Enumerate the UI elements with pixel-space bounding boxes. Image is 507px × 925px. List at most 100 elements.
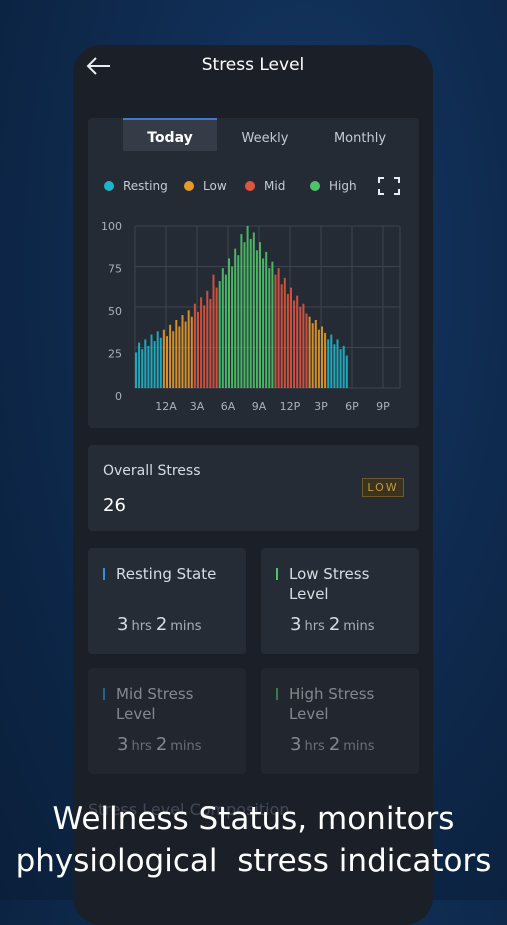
chart: Today Weekly Monthly Resting Low Mid High 0 25 50… [101, 118, 401, 413]
bar [212, 274, 215, 388]
bar [330, 334, 333, 388]
bar [193, 303, 196, 388]
caption: Wellness Status, monitors physiological s… [0, 798, 507, 882]
tab-label: Today [147, 130, 192, 146]
bar [197, 311, 199, 388]
bar [259, 242, 261, 388]
bar [302, 303, 305, 388]
x-tick-label: 9P [376, 400, 390, 413]
card-duration: 3 hrs 2 mins [290, 614, 375, 635]
bar [144, 339, 147, 388]
back-arrow[interactable] [86, 56, 112, 76]
card-duration: 3 hrs 2 mins [290, 734, 375, 755]
stat-card: Resting State 3 hrs 2 mins [88, 548, 246, 654]
bar [274, 274, 277, 388]
hours-value: 3 [290, 614, 302, 635]
bar [290, 287, 292, 388]
bar [181, 315, 184, 388]
legend-dot [245, 181, 255, 191]
bar [200, 297, 203, 388]
hours-unit: hrs [304, 619, 325, 634]
legend-label: Mid [264, 179, 285, 193]
bar [138, 342, 141, 388]
x-tick-label: 3P [314, 400, 328, 413]
legend-dot [310, 181, 320, 191]
card-icon [103, 688, 105, 700]
expand-icon[interactable] [378, 177, 400, 195]
active-tab[interactable] [123, 118, 217, 151]
bar [314, 319, 317, 388]
tab-label: Monthly [334, 131, 386, 146]
stat-card: Low Stress Level 3 hrs 2 mins [261, 548, 419, 654]
bar [308, 316, 311, 388]
bar [234, 248, 237, 388]
bar [224, 274, 227, 388]
bar [317, 329, 320, 388]
x-tick-label: 6P [345, 400, 359, 413]
bar [336, 339, 339, 388]
legend-label: High [329, 179, 357, 193]
bar [327, 339, 330, 388]
bar [190, 316, 193, 388]
hours-unit: hrs [131, 619, 152, 634]
bar [228, 258, 230, 388]
bar [153, 341, 156, 388]
bar [221, 268, 224, 388]
bar [293, 300, 296, 388]
bar [286, 294, 289, 388]
hours-unit: hrs [304, 739, 325, 754]
tab-label: Weekly [242, 131, 289, 146]
section-title: Stress Level Composition [88, 800, 290, 819]
bar [172, 331, 175, 388]
bar [249, 238, 252, 388]
bar [206, 290, 209, 388]
x-tick-label: 9A [252, 400, 267, 413]
y-tick-label: 75 [108, 263, 122, 276]
stat-card: Mid Stress Level 3 hrs 2 mins [88, 668, 246, 774]
hours-value: 3 [117, 614, 129, 635]
bar [166, 336, 168, 388]
overall-card: Overall Stress 26 LOW [88, 445, 419, 531]
bar [218, 281, 221, 388]
card-duration: 3 hrs 2 mins [117, 734, 202, 755]
bar [268, 268, 271, 388]
bar [280, 284, 283, 388]
bar [135, 352, 137, 388]
minutes-value: 2 [328, 734, 341, 755]
bar [339, 349, 342, 388]
bar [296, 295, 299, 388]
overall-label: Overall Stress [103, 463, 201, 479]
y-tick-label: 100 [101, 220, 122, 233]
bar [265, 251, 268, 388]
bar [246, 226, 249, 388]
bar [156, 331, 159, 388]
bar [162, 329, 165, 388]
bar [333, 344, 336, 388]
y-tick-label: 25 [108, 348, 122, 361]
bar [231, 266, 234, 388]
hours-unit: hrs [131, 739, 152, 754]
card-icon [276, 688, 278, 700]
bar [321, 326, 323, 388]
bar [277, 268, 280, 388]
bar [262, 258, 265, 388]
card-title: High Stress Level [289, 685, 375, 723]
hours-value: 3 [117, 734, 129, 755]
bar [252, 232, 255, 388]
bar [255, 250, 258, 388]
card-title: Resting State [116, 565, 217, 583]
hours-value: 3 [290, 734, 302, 755]
minutes-unit: mins [343, 739, 375, 754]
minutes-value: 2 [155, 614, 168, 635]
bar [150, 334, 153, 388]
bar [243, 242, 246, 388]
bar [147, 345, 150, 388]
bar [342, 345, 345, 388]
bar [187, 310, 190, 388]
bar [345, 355, 348, 388]
card-title: Low Stress Level [289, 565, 370, 603]
bar [311, 323, 314, 388]
overall-value: 26 [103, 495, 126, 516]
minutes-unit: mins [170, 739, 202, 754]
bar [271, 261, 274, 388]
